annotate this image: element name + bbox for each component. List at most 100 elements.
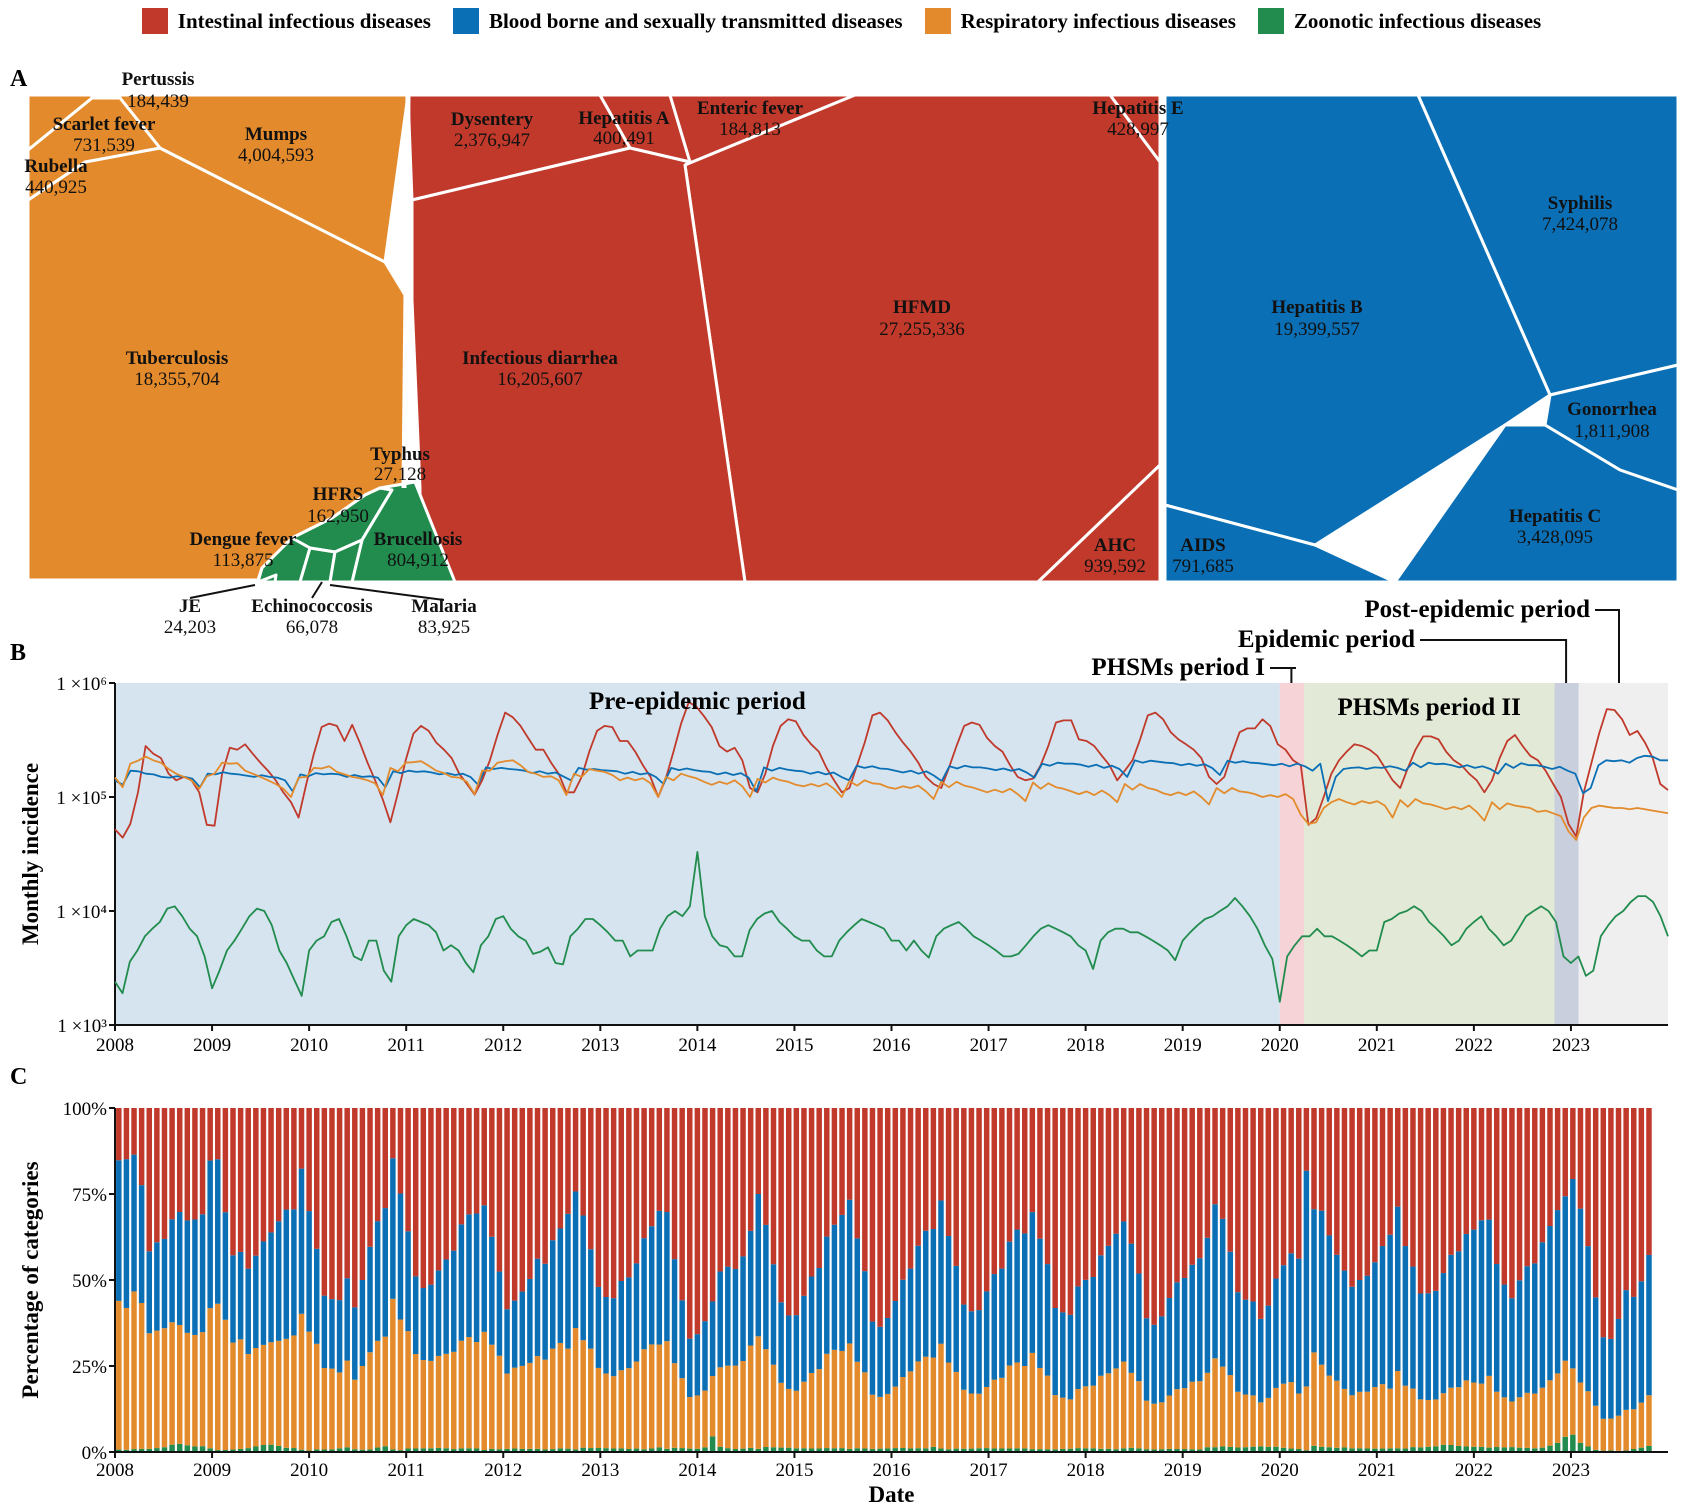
- bar-segment-blood-borne-and-sexually-transmitted-diseases: [618, 1280, 624, 1371]
- treemap-value-enteric-fever: 184,813: [719, 119, 781, 140]
- bar-segment-intestinal-infectious-diseases: [694, 1108, 701, 1335]
- bar-segment-zoonotic-infectious-diseases: [275, 1445, 282, 1452]
- bar-segment-zoonotic-infectious-diseases: [443, 1448, 449, 1452]
- period-leader-line: [1595, 609, 1620, 683]
- bar-segment-blood-borne-and-sexually-transmitted-diseases: [884, 1317, 891, 1394]
- treemap-value-hfrs: 162,950: [307, 506, 369, 527]
- bar-segment-intestinal-infectious-diseases: [1166, 1108, 1173, 1298]
- bar-segment-respiratory-infectious-diseases: [633, 1361, 640, 1449]
- bar-segment-zoonotic-infectious-diseases: [1181, 1449, 1188, 1452]
- legend-swatch-zoonotic: [1257, 8, 1284, 34]
- bar-segment-zoonotic-infectious-diseases: [199, 1446, 206, 1452]
- bar-segment-blood-borne-and-sexually-transmitted-diseases: [260, 1241, 267, 1345]
- bar-segment-blood-borne-and-sexually-transmitted-diseases: [146, 1251, 152, 1334]
- treemap-value-echinococcosis: 66,078: [286, 617, 338, 638]
- bar-segment-respiratory-infectious-diseases: [549, 1348, 556, 1450]
- bar-segment-blood-borne-and-sexually-transmitted-diseases: [420, 1288, 427, 1361]
- bar-segment-intestinal-infectious-diseases: [382, 1108, 388, 1209]
- treemap-label-enteric-fever: Enteric fever: [697, 98, 804, 119]
- bar-segment-intestinal-infectious-diseases: [397, 1108, 404, 1194]
- bar-segment-zoonotic-infectious-diseases: [336, 1448, 343, 1452]
- x-tick-label: 2013: [581, 1035, 619, 1056]
- bar-segment-zoonotic-infectious-diseases: [466, 1448, 472, 1452]
- bar-segment-blood-borne-and-sexually-transmitted-diseases: [1143, 1318, 1150, 1401]
- bar-segment-blood-borne-and-sexually-transmitted-diseases: [222, 1212, 229, 1320]
- bar-segment-blood-borne-and-sexually-transmitted-diseases: [1387, 1234, 1393, 1389]
- bar-segment-intestinal-infectious-diseases: [1570, 1108, 1576, 1180]
- bar-segment-zoonotic-infectious-diseases: [1562, 1436, 1568, 1452]
- x-tick-label: 2011: [388, 1460, 425, 1481]
- treemap-cell-aids: [1163, 503, 1397, 584]
- bar-segment-respiratory-infectious-diseases: [938, 1343, 944, 1449]
- bar-segment-intestinal-infectious-diseases: [785, 1108, 792, 1316]
- bar-segment-blood-borne-and-sexually-transmitted-diseases: [1113, 1233, 1119, 1369]
- bar-segment-intestinal-infectious-diseases: [557, 1108, 564, 1229]
- bar-segment-blood-borne-and-sexually-transmitted-diseases: [1021, 1233, 1028, 1366]
- bar-segment-zoonotic-infectious-diseases: [572, 1449, 579, 1452]
- bar-segment-zoonotic-infectious-diseases: [1577, 1442, 1584, 1452]
- bar-segment-intestinal-infectious-diseases: [1577, 1108, 1584, 1209]
- bar-segment-respiratory-infectious-diseases: [1372, 1386, 1378, 1449]
- bar-segment-zoonotic-infectious-diseases: [131, 1449, 137, 1452]
- bar-segment-blood-borne-and-sexually-transmitted-diseases: [1501, 1284, 1508, 1398]
- bar-segment-blood-borne-and-sexually-transmitted-diseases: [1402, 1246, 1409, 1386]
- bar-segment-intestinal-infectious-diseases: [854, 1108, 860, 1239]
- bar-segment-blood-borne-and-sexually-transmitted-diseases: [1417, 1293, 1424, 1400]
- bar-segment-intestinal-infectious-diseases: [336, 1108, 343, 1301]
- bar-segment-respiratory-infectious-diseases: [161, 1328, 168, 1448]
- bar-segment-zoonotic-infectious-diseases: [755, 1448, 762, 1452]
- bar-segment-zoonotic-infectious-diseases: [1524, 1447, 1530, 1452]
- bar-segment-zoonotic-infectious-diseases: [1037, 1449, 1043, 1452]
- bar-segment-zoonotic-infectious-diseases: [747, 1447, 754, 1452]
- bar-segment-intestinal-infectious-diseases: [1562, 1108, 1568, 1197]
- bar-segment-intestinal-infectious-diseases: [1159, 1108, 1165, 1317]
- treemap-label-tuberculosis: Tuberculosis: [126, 348, 228, 369]
- bar-segment-zoonotic-infectious-diseases: [1075, 1448, 1081, 1452]
- bar-segment-intestinal-infectious-diseases: [306, 1108, 312, 1212]
- bar-segment-zoonotic-infectious-diseases: [1433, 1446, 1439, 1452]
- bar-segment-respiratory-infectious-diseases: [1349, 1395, 1355, 1449]
- bar-segment-zoonotic-infectious-diseases: [511, 1448, 518, 1452]
- bar-segment-zoonotic-infectious-diseases: [1014, 1448, 1020, 1452]
- bar-segment-blood-borne-and-sexually-transmitted-diseases: [321, 1295, 328, 1368]
- bar-segment-blood-borne-and-sexually-transmitted-diseases: [572, 1191, 579, 1329]
- bar-segment-intestinal-infectious-diseases: [1105, 1108, 1112, 1246]
- x-tick-label: 2023: [1552, 1035, 1590, 1056]
- bar-segment-zoonotic-infectious-diseases: [1326, 1447, 1332, 1452]
- bar-segment-respiratory-infectious-diseases: [1326, 1375, 1332, 1448]
- bar-segment-blood-borne-and-sexually-transmitted-diseases: [1044, 1264, 1051, 1376]
- treemap-value-gonorrhea: 1,811,908: [1574, 421, 1649, 442]
- bar-segment-blood-borne-and-sexually-transmitted-diseases: [1478, 1220, 1485, 1384]
- bar-segment-blood-borne-and-sexually-transmitted-diseases: [999, 1268, 1005, 1378]
- bar-segment-respiratory-infectious-diseases: [1151, 1403, 1157, 1450]
- bar-segment-respiratory-infectious-diseases: [131, 1291, 137, 1450]
- bar-segment-zoonotic-infectious-diseases: [702, 1447, 708, 1452]
- x-tick-label: 2016: [873, 1035, 911, 1056]
- bar-segment-respiratory-infectious-diseases: [344, 1360, 350, 1448]
- bar-segment-zoonotic-infectious-diseases: [1219, 1446, 1226, 1452]
- bar-segment-zoonotic-infectious-diseases: [831, 1448, 838, 1452]
- bar-segment-intestinal-infectious-diseases: [374, 1108, 381, 1222]
- bar-segment-blood-borne-and-sexually-transmitted-diseases: [283, 1209, 290, 1339]
- bar-segment-zoonotic-infectious-diseases: [785, 1447, 792, 1452]
- legend: Intestinal infectious diseases Blood bor…: [0, 8, 1683, 34]
- bar-segment-intestinal-infectious-diseases: [1539, 1108, 1546, 1243]
- bar-segment-respiratory-infectious-diseases: [1204, 1372, 1211, 1448]
- bar-segment-zoonotic-infectious-diseases: [1311, 1445, 1317, 1452]
- bar-segment-zoonotic-infectious-diseases: [915, 1448, 921, 1452]
- y-tick-label: 75%: [72, 1185, 107, 1206]
- bar-segment-intestinal-infectious-diseases: [1501, 1108, 1508, 1285]
- bar-segment-blood-borne-and-sexually-transmitted-diseases: [778, 1302, 784, 1383]
- bar-segment-blood-borne-and-sexually-transmitted-diseases: [1631, 1296, 1637, 1410]
- treemap-label-infectious-diarrhea: Infectious diarrhea: [462, 348, 618, 369]
- bar-segment-blood-borne-and-sexually-transmitted-diseases: [938, 1200, 944, 1344]
- bar-segment-blood-borne-and-sexually-transmitted-diseases: [747, 1230, 754, 1346]
- bar-segment-respiratory-infectious-diseases: [1341, 1388, 1348, 1448]
- bar-segment-respiratory-infectious-diseases: [1288, 1382, 1294, 1449]
- bar-segment-intestinal-infectious-diseases: [458, 1108, 465, 1225]
- bar-segment-intestinal-infectious-diseases: [253, 1108, 259, 1256]
- treemap-label-malaria: Malaria: [411, 596, 477, 617]
- bar-segment-blood-borne-and-sexually-transmitted-diseases: [519, 1291, 526, 1366]
- bar-segment-blood-borne-and-sexually-transmitted-diseases: [298, 1168, 305, 1314]
- bar-segment-respiratory-infectious-diseases: [245, 1353, 251, 1449]
